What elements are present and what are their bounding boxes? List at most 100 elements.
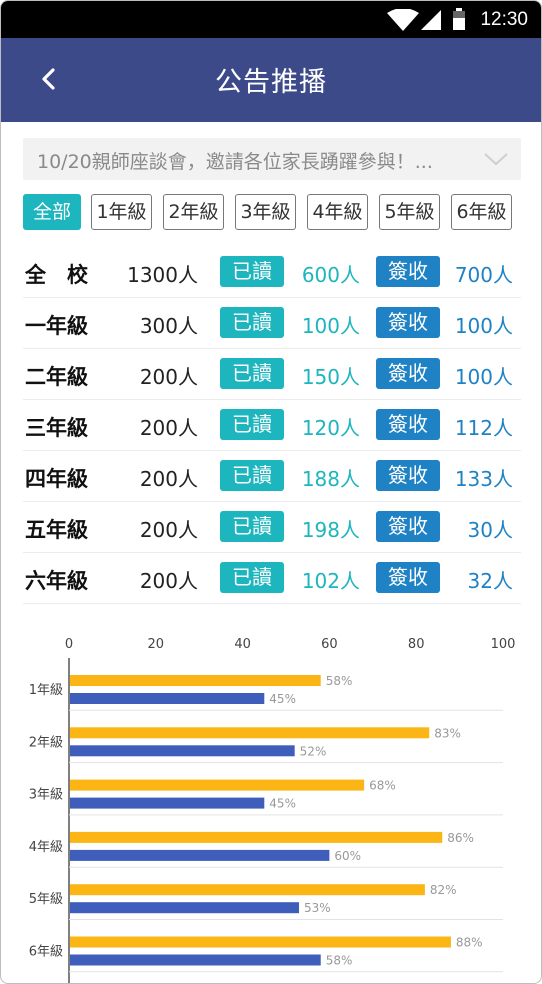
signed-count: 133人 bbox=[454, 467, 513, 491]
bar bbox=[70, 727, 430, 739]
bar bbox=[70, 849, 330, 861]
status-time: 12:30 bbox=[480, 9, 528, 30]
data-label: 60% bbox=[334, 849, 361, 863]
data-label: 45% bbox=[269, 692, 296, 706]
sign-badge: 簽收 bbox=[376, 256, 440, 287]
sign-badge: 簽收 bbox=[376, 307, 440, 338]
stats-row: 三年級 200人 已讀 120人 簽收 112人 bbox=[23, 399, 521, 451]
y-category-label: 4年級 bbox=[29, 840, 63, 855]
y-category-label: 2年級 bbox=[29, 735, 63, 750]
read-count: 198人 bbox=[301, 518, 360, 542]
stats-row: 四年級 200人 已讀 188人 簽收 133人 bbox=[23, 450, 521, 502]
sign-badge: 簽收 bbox=[376, 511, 440, 542]
sign-badge: 簽收 bbox=[376, 562, 440, 593]
grade-label: 三年級 bbox=[25, 416, 88, 440]
bar bbox=[70, 745, 295, 757]
data-label: 86% bbox=[447, 831, 474, 845]
bar bbox=[70, 954, 321, 966]
read-badge: 已讀 bbox=[220, 307, 284, 338]
x-tick-label: 60 bbox=[321, 637, 338, 652]
data-label: 82% bbox=[430, 883, 457, 897]
data-label: 58% bbox=[326, 674, 353, 688]
x-tick-label: 20 bbox=[148, 637, 165, 652]
bar bbox=[70, 693, 265, 704]
y-category-label: 3年級 bbox=[29, 788, 63, 803]
bar bbox=[70, 884, 425, 896]
read-count: 120人 bbox=[301, 416, 360, 440]
chevron-down-icon bbox=[484, 153, 508, 166]
sign-badge: 簽收 bbox=[376, 409, 440, 440]
grade-label: 二年級 bbox=[25, 365, 88, 389]
signed-count: 112人 bbox=[454, 416, 513, 440]
stats-row: 一年級 300人 已讀 100人 簽收 100人 bbox=[23, 297, 521, 349]
total-count: 200人 bbox=[139, 569, 198, 593]
bar bbox=[70, 902, 300, 914]
read-count: 600人 bbox=[301, 263, 360, 287]
sign-badge: 簽收 bbox=[376, 358, 440, 389]
signed-count: 32人 bbox=[467, 569, 513, 593]
read-rate-bar-chart: 0 20 40 60 80 100 1年級 58% 45% 2年級 83% 52% 3年級 68% 45% 4… bbox=[29, 637, 516, 983]
notice-select-value: 10/20親師座談會，邀請各位家長踴躍參與！... bbox=[37, 151, 433, 173]
notice-select[interactable]: 10/20親師座談會，邀請各位家長踴躍參與！... bbox=[23, 138, 521, 180]
status-bar: 12:30 bbox=[1, 1, 541, 38]
y-category-label: 5年級 bbox=[29, 892, 63, 907]
y-category-label: 6年級 bbox=[29, 945, 63, 960]
bar bbox=[70, 675, 321, 686]
grade-label: 全 校 bbox=[25, 263, 88, 287]
x-tick-label: 40 bbox=[234, 637, 251, 652]
tab-grade-2[interactable]: 2年級 bbox=[163, 194, 224, 230]
tab-all[interactable]: 全部 bbox=[23, 194, 81, 230]
wifi-icon bbox=[387, 9, 419, 31]
bar bbox=[70, 797, 265, 809]
app-header: 公告推播 bbox=[1, 38, 541, 122]
total-count: 1300人 bbox=[127, 263, 198, 287]
y-category-label: 1年級 bbox=[29, 683, 63, 698]
read-badge: 已讀 bbox=[220, 460, 284, 491]
data-label: 68% bbox=[369, 779, 396, 793]
total-count: 300人 bbox=[139, 314, 198, 338]
data-label: 83% bbox=[434, 726, 461, 740]
read-badge: 已讀 bbox=[220, 511, 284, 542]
stats-row: 全 校 1300人 已讀 600人 簽收 700人 bbox=[23, 246, 521, 298]
total-count: 200人 bbox=[139, 518, 198, 542]
stats-row: 二年級 200人 已讀 150人 簽收 100人 bbox=[23, 348, 521, 400]
data-label: 52% bbox=[300, 744, 327, 758]
data-label: 88% bbox=[456, 936, 483, 950]
grade-label: 四年級 bbox=[25, 467, 88, 491]
grade-label: 一年級 bbox=[25, 314, 88, 338]
data-label: 45% bbox=[269, 797, 296, 811]
x-tick-label: 80 bbox=[408, 637, 425, 652]
cellular-signal-icon bbox=[421, 10, 441, 30]
signed-count: 100人 bbox=[454, 365, 513, 389]
tab-grade-3[interactable]: 3年級 bbox=[235, 194, 296, 230]
sign-badge: 簽收 bbox=[376, 460, 440, 491]
bar bbox=[70, 936, 451, 948]
data-label: 53% bbox=[304, 901, 331, 915]
stats-row: 五年級 200人 已讀 198人 簽收 30人 bbox=[23, 501, 521, 553]
signed-count: 700人 bbox=[454, 263, 513, 287]
tab-grade-5[interactable]: 5年級 bbox=[379, 194, 440, 230]
grade-label: 六年級 bbox=[25, 569, 88, 593]
bar bbox=[70, 831, 443, 843]
read-count: 102人 bbox=[301, 569, 360, 593]
signed-count: 100人 bbox=[454, 314, 513, 338]
read-badge: 已讀 bbox=[220, 409, 284, 440]
tab-grade-4[interactable]: 4年級 bbox=[307, 194, 368, 230]
total-count: 200人 bbox=[139, 416, 198, 440]
page-title: 公告推播 bbox=[215, 67, 327, 98]
chevron-left-icon bbox=[42, 68, 55, 90]
grade-label: 五年級 bbox=[25, 518, 88, 542]
tab-grade-6[interactable]: 6年級 bbox=[451, 194, 512, 230]
read-badge: 已讀 bbox=[220, 256, 284, 287]
tab-grade-1[interactable]: 1年級 bbox=[91, 194, 152, 230]
read-count: 150人 bbox=[301, 365, 360, 389]
battery-icon bbox=[453, 8, 465, 30]
read-count: 100人 bbox=[301, 314, 360, 338]
read-count: 188人 bbox=[301, 467, 360, 491]
x-tick-label: 100 bbox=[491, 637, 516, 652]
bar bbox=[70, 779, 365, 791]
x-tick-label: 0 bbox=[65, 637, 73, 652]
signed-count: 30人 bbox=[467, 518, 513, 542]
back-button[interactable] bbox=[35, 60, 67, 100]
